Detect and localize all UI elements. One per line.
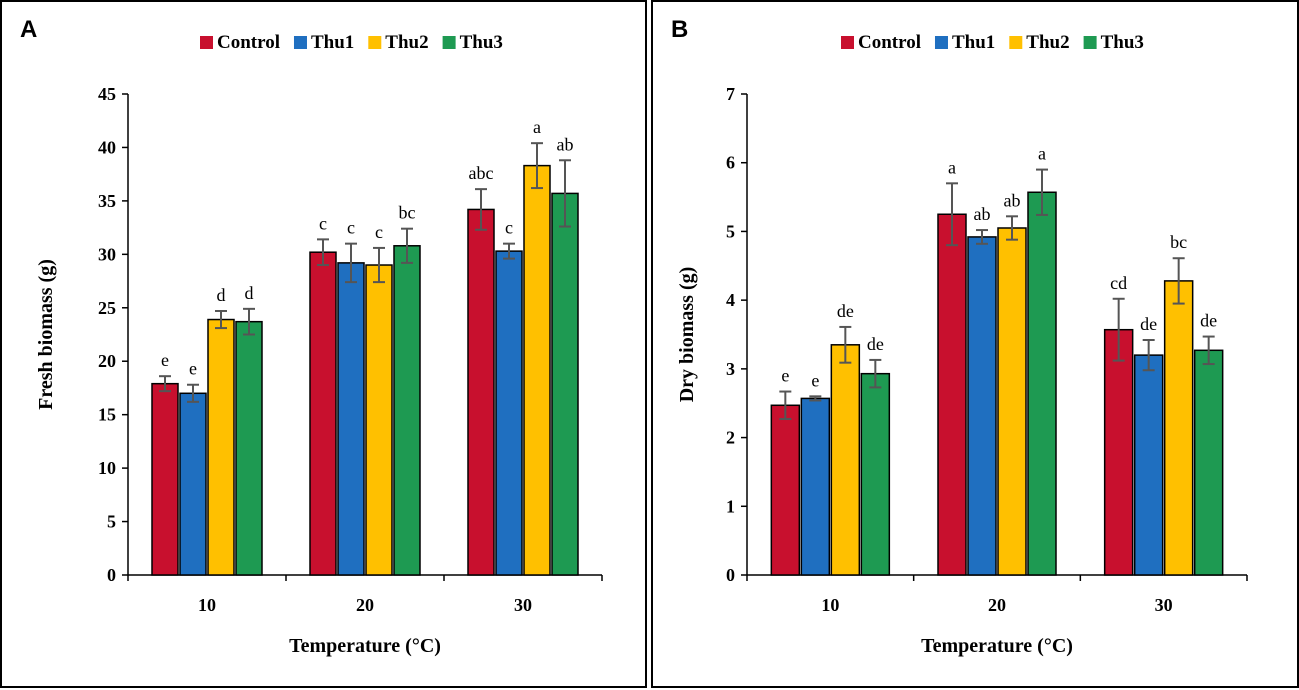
legend-label-control: Control [217, 32, 280, 53]
bar-control-20 [309, 251, 337, 576]
significance-label: d [217, 285, 226, 305]
significance-label: d [245, 283, 254, 303]
significance-label: bc [399, 203, 416, 223]
legend-swatch-thu2 [368, 36, 382, 49]
y-tick-label: 5 [726, 221, 735, 241]
significance-label: a [1038, 144, 1046, 164]
bar-control-30 [467, 208, 495, 576]
significance-label: cd [1110, 273, 1127, 293]
x-tick-label: 20 [356, 595, 374, 615]
panel-letter-b: B [671, 16, 689, 43]
y-tick-label: 2 [726, 428, 735, 448]
y-axis-title: Dry biomass (g) [676, 267, 698, 403]
significance-label: c [319, 213, 327, 233]
panel-a: A 0 5 10 15 20 25 30 35 40 45 10 20 30 e c abc e c c d c a d bc… [0, 0, 647, 688]
bar-thu1-20 [967, 236, 997, 576]
legend-swatch-thu3 [1083, 36, 1097, 49]
significance-label: de [1140, 314, 1157, 334]
bar-thu1-10 [800, 397, 831, 576]
legend-swatch-thu1 [934, 36, 948, 49]
significance-label: a [948, 157, 956, 177]
legend-swatch-control [841, 36, 854, 49]
bar-thu3-10 [860, 372, 891, 576]
legend-label-thu1: Thu1 [952, 32, 995, 53]
y-tick-label: 6 [726, 153, 735, 173]
significance-label: ab [557, 134, 574, 154]
significance-label: abc [469, 163, 494, 183]
legend-label-thu1: Thu1 [311, 32, 354, 53]
x-tick-label: 20 [988, 595, 1006, 615]
y-tick-label: 10 [98, 458, 116, 478]
significance-label: de [867, 334, 884, 354]
significance-label: e [161, 350, 169, 370]
y-tick-label: 30 [98, 244, 116, 264]
significance-label: a [533, 117, 541, 137]
legend-swatch-thu1 [293, 36, 307, 49]
significance-label: ab [974, 204, 991, 224]
legend-swatch-thu2 [1009, 36, 1023, 49]
y-tick-label: 3 [726, 359, 735, 379]
significance-label: e [781, 366, 789, 386]
y-tick-label: 7 [726, 84, 735, 104]
bar-thu2-20 [997, 227, 1027, 576]
bar-thu3-30 [1193, 349, 1224, 576]
bar-thu3-20 [393, 245, 421, 576]
bar-thu2-20 [365, 264, 393, 576]
bar-thu2-10 [207, 318, 235, 576]
y-tick-label: 25 [98, 298, 116, 318]
bar-control-20 [937, 213, 967, 576]
legend-label-thu3: Thu3 [460, 32, 503, 53]
panel-b: B 0 1 2 3 4 5 6 7 10 20 30 e a cd e ab de de ab bc de a de Dry … [651, 0, 1299, 688]
y-tick-label: 40 [98, 137, 116, 157]
bar-thu2-30 [523, 164, 551, 576]
legend-swatch-control [200, 36, 213, 49]
significance-label: e [811, 370, 819, 390]
significance-label: ab [1004, 190, 1021, 210]
y-tick-label: 20 [98, 351, 116, 371]
significance-label: de [837, 301, 854, 321]
y-axis-title: Fresh biomass (g) [35, 259, 57, 410]
significance-label: de [1200, 311, 1217, 331]
bar-control-10 [151, 382, 179, 576]
x-tick-label: 10 [198, 595, 216, 615]
y-tick-label: 35 [98, 191, 116, 211]
bar-thu2-10 [830, 344, 861, 576]
significance-label: e [189, 359, 197, 379]
legend-label-control: Control [858, 32, 921, 53]
bar-control-30 [1103, 328, 1134, 576]
bar-thu3-10 [235, 320, 263, 576]
bar-thu3-20 [1027, 191, 1057, 576]
y-tick-label: 1 [726, 496, 735, 516]
bar-thu3-30 [551, 192, 579, 576]
y-tick-label: 45 [98, 84, 116, 104]
panel-letter-a: A [20, 16, 38, 43]
bar-thu1-30 [1133, 354, 1164, 576]
significance-label: c [347, 218, 355, 238]
significance-label: c [505, 218, 513, 238]
x-axis-title: Temperature (°C) [289, 635, 441, 657]
bar-thu1-20 [337, 262, 365, 576]
legend-label-thu2: Thu2 [1026, 32, 1069, 53]
legend-label-thu2: Thu2 [385, 32, 428, 53]
x-tick-label: 30 [1155, 595, 1173, 615]
y-tick-label: 0 [107, 565, 116, 585]
significance-label: bc [1170, 232, 1187, 252]
bar-control-10 [770, 404, 801, 576]
legend-swatch-thu3 [442, 36, 456, 49]
x-tick-label: 10 [821, 595, 839, 615]
y-tick-label: 4 [726, 290, 735, 310]
significance-label: c [375, 222, 383, 242]
x-tick-label: 30 [514, 595, 532, 615]
y-tick-label: 5 [107, 512, 116, 532]
bar-thu1-10 [179, 392, 207, 576]
legend-label-thu3: Thu3 [1101, 32, 1144, 53]
bar-thu2-30 [1163, 280, 1194, 576]
bar-thu1-30 [495, 250, 523, 576]
y-tick-label: 15 [98, 405, 116, 425]
y-tick-label: 0 [726, 565, 735, 585]
x-axis-title: Temperature (°C) [921, 635, 1073, 657]
